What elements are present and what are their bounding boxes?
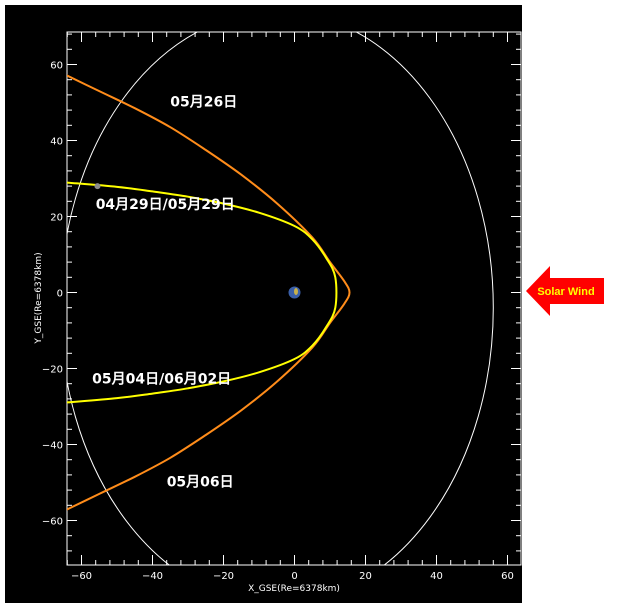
earth-marker xyxy=(288,286,301,299)
y-tick-label: 20 xyxy=(50,213,63,224)
y-axis-title: Y_GSE(Re=6378km) xyxy=(34,252,44,344)
x-tick-label: 20 xyxy=(359,571,372,582)
axis-ticks xyxy=(66,32,521,565)
earth-landmass xyxy=(294,288,298,295)
y-tick-label: −40 xyxy=(42,441,63,452)
chart-annotations: 05月26日 04月29日/05月29日 05月04日/06月02日 05月06日 xyxy=(92,94,301,490)
y-tick-label: 0 xyxy=(57,289,63,300)
orbit-path xyxy=(67,32,494,565)
axis-tick-labels: −60 −40 −20 0 20 40 60 60 40 20 0 −20 −40 −60 xyxy=(42,61,514,583)
x-tick-label: 0 xyxy=(291,571,297,582)
solar-wind-indicator: Solar Wind xyxy=(526,266,604,316)
y-tick-label: 60 xyxy=(50,61,63,72)
spacecraft-marker xyxy=(94,183,101,190)
x-tick-label: 40 xyxy=(430,571,443,582)
x-tick-label: −20 xyxy=(213,571,234,582)
solar-wind-label: Solar Wind xyxy=(537,286,594,298)
y-tick-label: 40 xyxy=(50,137,63,148)
figure-background xyxy=(5,5,522,603)
x-tick-label: −40 xyxy=(142,571,163,582)
solar-wind-arrow xyxy=(526,266,604,316)
x-tick-label: −60 xyxy=(71,571,92,582)
date-annotation: 04月29日/05月29日 xyxy=(96,197,235,213)
y-tick-label: −20 xyxy=(42,365,63,376)
bow-shock-line xyxy=(67,74,351,511)
plot-curves xyxy=(67,32,494,565)
x-axis-title: X_GSE(Re=6378km) xyxy=(248,584,340,594)
date-annotation: 05月26日 xyxy=(170,94,237,110)
y-tick-label: −60 xyxy=(42,517,63,528)
x-tick-label: 60 xyxy=(501,571,514,582)
magnetopause-line xyxy=(67,181,338,404)
date-annotation: 05月04日/06月02日 xyxy=(92,372,231,388)
date-annotation: 05月06日 xyxy=(167,474,234,490)
